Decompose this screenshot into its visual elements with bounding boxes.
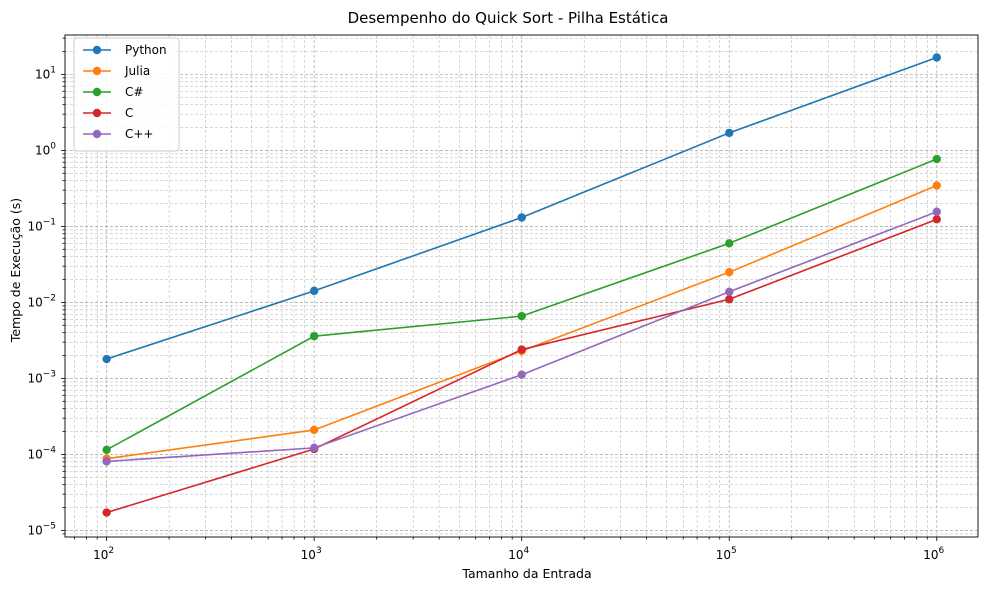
legend-marker bbox=[92, 108, 102, 118]
legend-label: C++ bbox=[125, 127, 154, 141]
x-tick-label: 106 bbox=[923, 546, 944, 562]
legend-label: C bbox=[125, 106, 133, 120]
data-point bbox=[725, 267, 734, 277]
y-tick-label: 10−2 bbox=[27, 293, 56, 309]
legend-marker bbox=[92, 87, 102, 97]
data-point bbox=[102, 354, 111, 364]
y-tick-label: 10−5 bbox=[27, 521, 56, 537]
data-point bbox=[517, 345, 526, 354]
legend-label: Python bbox=[125, 43, 167, 57]
plot-frame bbox=[64, 34, 979, 538]
data-point bbox=[932, 53, 941, 62]
series-layer bbox=[102, 53, 941, 517]
y-axis-label: Tempo de Execução (s) bbox=[8, 198, 23, 343]
data-point bbox=[309, 443, 319, 453]
chart-title: Desempenho do Quick Sort - Pilha Estátic… bbox=[348, 9, 669, 27]
y-tick-label: 10−3 bbox=[27, 369, 56, 385]
data-point bbox=[102, 508, 111, 517]
y-tick-label: 101 bbox=[35, 65, 56, 81]
axes: 102 103 104 105 106 10−5 10−4 10−3 10−2 10−1 100 10… bbox=[27, 34, 979, 562]
data-point bbox=[725, 287, 734, 296]
x-tick-label: 103 bbox=[301, 546, 322, 562]
grid bbox=[65, 35, 978, 537]
data-point bbox=[932, 154, 941, 164]
legend-label: C# bbox=[125, 85, 143, 99]
data-point bbox=[102, 457, 111, 466]
y-tick-label: 100 bbox=[35, 141, 56, 157]
legend-box bbox=[73, 37, 180, 152]
data-point bbox=[309, 425, 319, 435]
x-tick-label: 102 bbox=[93, 546, 114, 562]
x-axis-label: Tamanho da Entrada bbox=[461, 566, 591, 581]
legend-label: Julia bbox=[124, 64, 150, 78]
data-point bbox=[932, 215, 941, 224]
legend-marker bbox=[92, 66, 102, 76]
data-point bbox=[932, 181, 941, 190]
x-tick-label: 104 bbox=[508, 546, 529, 562]
data-point bbox=[517, 370, 526, 379]
data-point bbox=[102, 445, 111, 455]
data-point bbox=[309, 331, 319, 341]
data-point bbox=[517, 311, 526, 321]
data-point bbox=[725, 239, 734, 248]
y-tick-label: 10−4 bbox=[27, 445, 56, 461]
data-point bbox=[309, 286, 319, 296]
legend-marker bbox=[92, 45, 102, 55]
data-point bbox=[725, 128, 734, 138]
data-point bbox=[725, 295, 734, 304]
y-tick-label: 10−1 bbox=[27, 217, 56, 233]
data-point bbox=[517, 213, 526, 222]
legend: Python Julia C# C C++ bbox=[73, 37, 180, 152]
data-point bbox=[932, 207, 941, 216]
legend-marker bbox=[92, 129, 102, 139]
x-tick-label: 105 bbox=[716, 546, 737, 562]
